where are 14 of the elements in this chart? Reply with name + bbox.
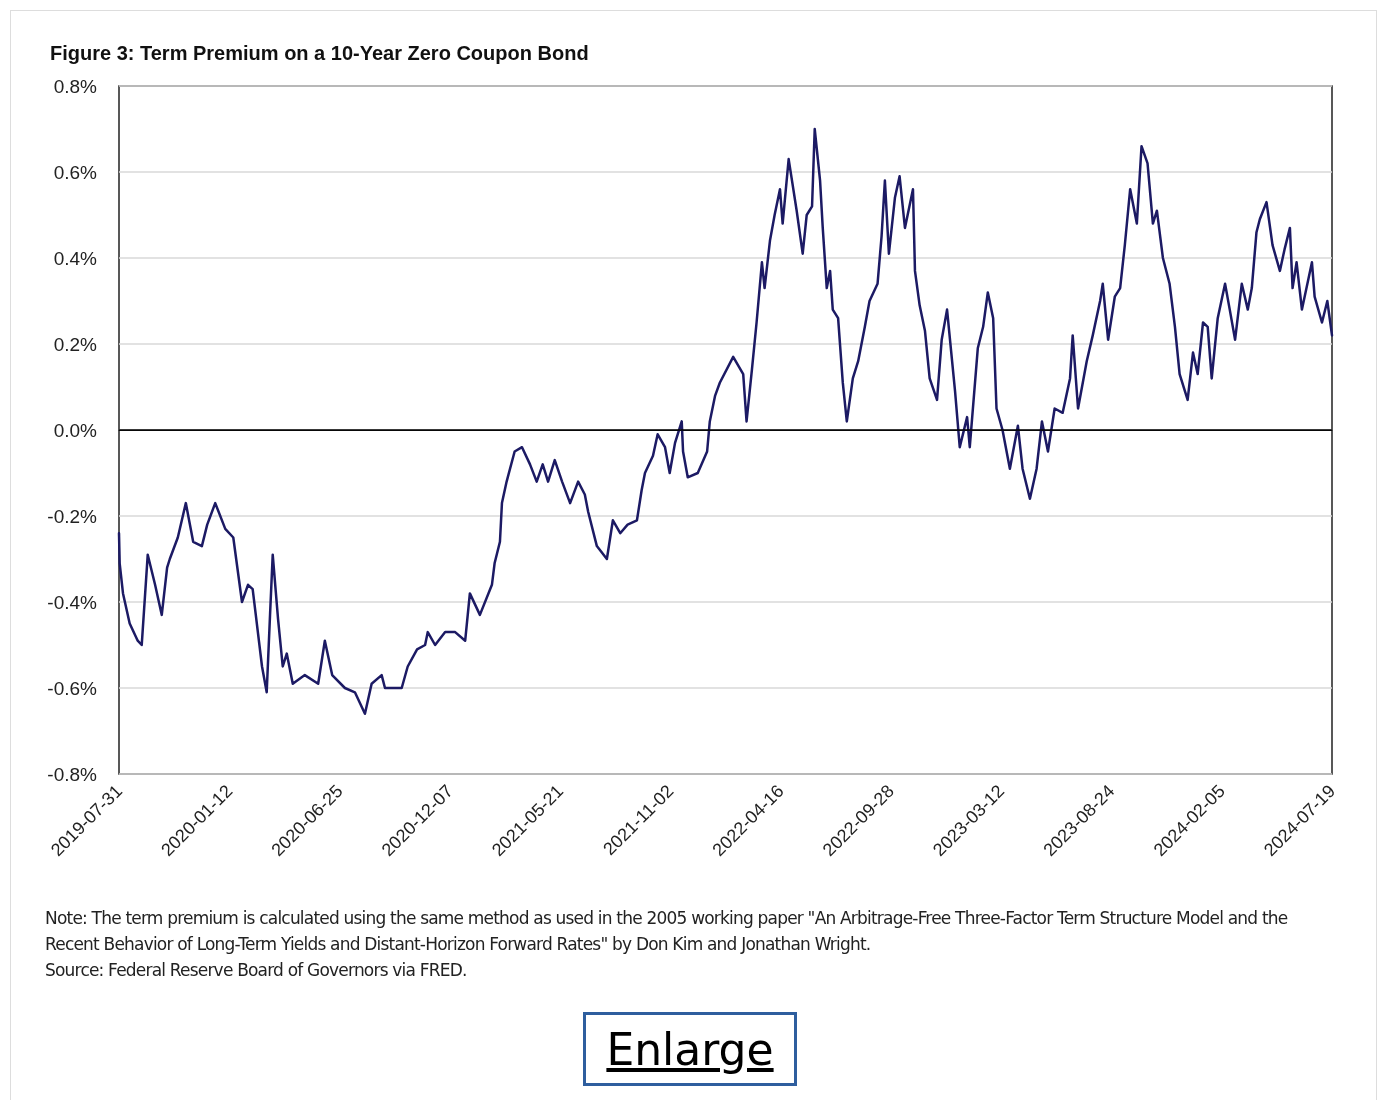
- text: Note: The term premium is calculated using the same method as used in the 2005 working paper "An Arbitrage-Free Three-Factor Term Structure Model and the Recent Behavior of Long-Term Yields and Distant-Horizon Forward Rates" by Don Kim and Jonathan Wright.: [45, 907, 1289, 956]
- y-tick-label: 0.2%: [53, 333, 98, 355]
- text: Enlarge: [583, 1012, 797, 1086]
- y-tick-label: 0.4%: [53, 247, 98, 269]
- y-tick-label: 0.8%: [53, 75, 98, 97]
- y-tick-label: 0.6%: [53, 161, 98, 183]
- y-tick-label: -0.6%: [47, 677, 98, 699]
- line-series: [117, 127, 1334, 716]
- chart-title: Figure 3: Term Premium on a 10-Year Zero Coupon Bond: [50, 42, 589, 64]
- y-tick-label: -0.4%: [47, 591, 98, 613]
- y-tick-label: -0.8%: [47, 763, 98, 785]
- source-note: Source: Federal Reserve Board of Governors via FRED.: [45, 959, 468, 982]
- y-tick-label: -0.2%: [47, 505, 98, 527]
- y-tick-label: 0.0%: [53, 419, 98, 441]
